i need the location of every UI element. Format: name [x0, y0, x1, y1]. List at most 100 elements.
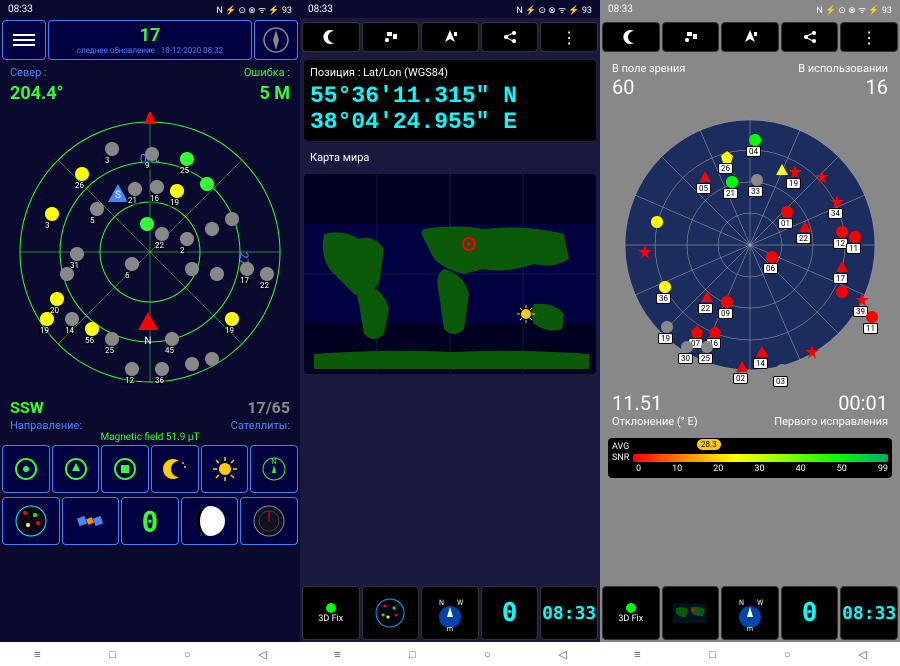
svg-text:m: m: [747, 625, 753, 631]
nav-home[interactable]: □: [103, 644, 123, 664]
compass-mini[interactable]: NWm: [721, 586, 779, 640]
compass-mini[interactable]: NWm: [421, 586, 479, 640]
fix-indicator[interactable]: 3D Fix: [602, 586, 660, 640]
position-block[interactable]: Позиция : Lat/Lon (WGS84) 55°36'11.315" …: [304, 60, 596, 141]
nav-recent[interactable]: ○: [478, 644, 498, 664]
satellite-label: 19: [223, 326, 236, 335]
nav-menu[interactable]: ≡: [328, 644, 348, 664]
svg-text:N: N: [272, 458, 277, 466]
svg-text:m: m: [447, 625, 453, 631]
nav-home[interactable]: □: [403, 644, 423, 664]
error-value: 5 M: [259, 83, 290, 104]
in-use-label: В использовании: [798, 62, 888, 75]
world-map[interactable]: [304, 174, 596, 374]
nav-back[interactable]: ◁: [553, 644, 573, 664]
satellite-label: 36: [656, 293, 671, 304]
tab-poi[interactable]: [362, 22, 420, 52]
bottom-row: 3D Fix NWm 0 08:33: [600, 584, 900, 642]
satellites-label: Сателлиты:: [231, 419, 290, 432]
nav-back[interactable]: ◁: [853, 644, 873, 664]
status-time: 08:33: [308, 4, 333, 15]
satellite-marker: [70, 247, 84, 261]
nav-home[interactable]: □: [703, 644, 723, 664]
header-info[interactable]: 17 следнее обновление : 18-12-2020 08:32: [48, 20, 252, 60]
menu-button[interactable]: [2, 20, 46, 60]
snr-tick: 99: [878, 464, 888, 474]
satellite-label: 25: [698, 353, 713, 364]
map-mini[interactable]: [662, 586, 720, 640]
sky-plot[interactable]: 0426052133193401221211061736220939111907…: [620, 115, 880, 375]
nav-recent[interactable]: ○: [778, 644, 798, 664]
digit-button[interactable]: 0: [121, 497, 179, 545]
speed-indicator[interactable]: 0: [481, 586, 539, 640]
status-bar: 08:33 N ⚡ ⊙ ⊗ ᯤ ⚡ 93: [600, 0, 900, 18]
radar-button[interactable]: [2, 497, 60, 545]
tab-moon[interactable]: [302, 22, 360, 52]
tab-more[interactable]: ⋮: [840, 22, 898, 52]
status-bar: 08:33 N ⚡ ⊙ ⊗ ᯤ ⚡ 93: [0, 0, 300, 18]
moon-button[interactable]: [151, 445, 199, 493]
svg-text:W: W: [457, 599, 464, 607]
satellite-marker: [40, 312, 54, 326]
satellite-marker: [835, 285, 849, 302]
fix-indicator[interactable]: 3D Fix: [302, 586, 360, 640]
tab-nav[interactable]: [721, 22, 779, 52]
satellite-label: 19: [38, 326, 51, 335]
sun-button[interactable]: [201, 445, 249, 493]
nav-recent[interactable]: ○: [178, 644, 198, 664]
time-indicator[interactable]: 08:33: [540, 586, 598, 640]
nav-bar: ≡ □ ○ ◁: [600, 642, 900, 666]
nav-back[interactable]: ◁: [253, 644, 273, 664]
satellite-label: 19: [786, 178, 801, 189]
svg-text:N: N: [739, 599, 744, 607]
satellite-label: 25: [103, 346, 116, 355]
tab-more[interactable]: ⋮: [540, 22, 598, 52]
status-icons: N ⚡ ⊙ ⊗ ᯤ ⚡ 93: [516, 3, 592, 16]
avg-label: AVG: [612, 442, 629, 452]
direction-value: SSW: [10, 398, 44, 417]
fix-label: 3D Fix: [318, 614, 343, 624]
satellite-label: 3: [43, 221, 52, 230]
satellite-marker: [200, 177, 214, 191]
in-view-value: 60: [612, 75, 685, 99]
radar-mini[interactable]: [362, 586, 420, 640]
compass-small-button[interactable]: N: [250, 445, 298, 493]
sky-plot[interactable]: 180 270 N S 3925262116193522231617222019…: [10, 112, 290, 392]
stop-button[interactable]: [101, 445, 149, 493]
tab-nav[interactable]: [421, 22, 479, 52]
satellite-label: 19: [168, 198, 181, 207]
tab-share[interactable]: [781, 22, 839, 52]
satellite-label: 26: [718, 163, 733, 174]
screen-position: 08:33 N ⚡ ⊙ ⊗ ᯤ ⚡ 93 ⋮ Позиция : Lat/Lon…: [300, 0, 600, 666]
decl-value: 11.51: [612, 391, 698, 415]
time-indicator[interactable]: 08:33: [840, 586, 898, 640]
satellite-marker: [155, 362, 169, 376]
satellite-marker: [105, 332, 119, 346]
satellite-label: 02: [733, 373, 748, 384]
satellite-label: 09: [718, 308, 733, 319]
in-view-label: В поле зрения: [612, 62, 685, 75]
satellite-button[interactable]: [62, 497, 120, 545]
satellite-label: 17: [833, 273, 848, 284]
up-button[interactable]: [52, 445, 100, 493]
satellite-label: 6: [123, 271, 132, 280]
satellite-marker: [105, 142, 119, 156]
moon-phase-button[interactable]: [181, 497, 239, 545]
tab-moon[interactable]: [602, 22, 660, 52]
nav-menu[interactable]: ≡: [28, 644, 48, 664]
tab-poi[interactable]: [662, 22, 720, 52]
satellite-marker: [50, 292, 64, 306]
nav-menu[interactable]: ≡: [628, 644, 648, 664]
tab-share[interactable]: [481, 22, 539, 52]
in-use-value: 16: [798, 75, 888, 99]
satellite-label: 12: [123, 376, 136, 385]
target-button[interactable]: [2, 445, 50, 493]
nav-bar: ≡ □ ○ ◁: [0, 642, 300, 666]
speed-indicator[interactable]: 0: [781, 586, 839, 640]
dial-button[interactable]: [240, 497, 298, 545]
snr-ticks: 0102030405099: [612, 464, 888, 474]
satellite-marker: [805, 345, 819, 362]
compass-button[interactable]: [254, 20, 298, 60]
info-top: В поле зрения 60 В использовании 16: [600, 56, 900, 105]
in-use: В использовании 16: [798, 62, 888, 99]
